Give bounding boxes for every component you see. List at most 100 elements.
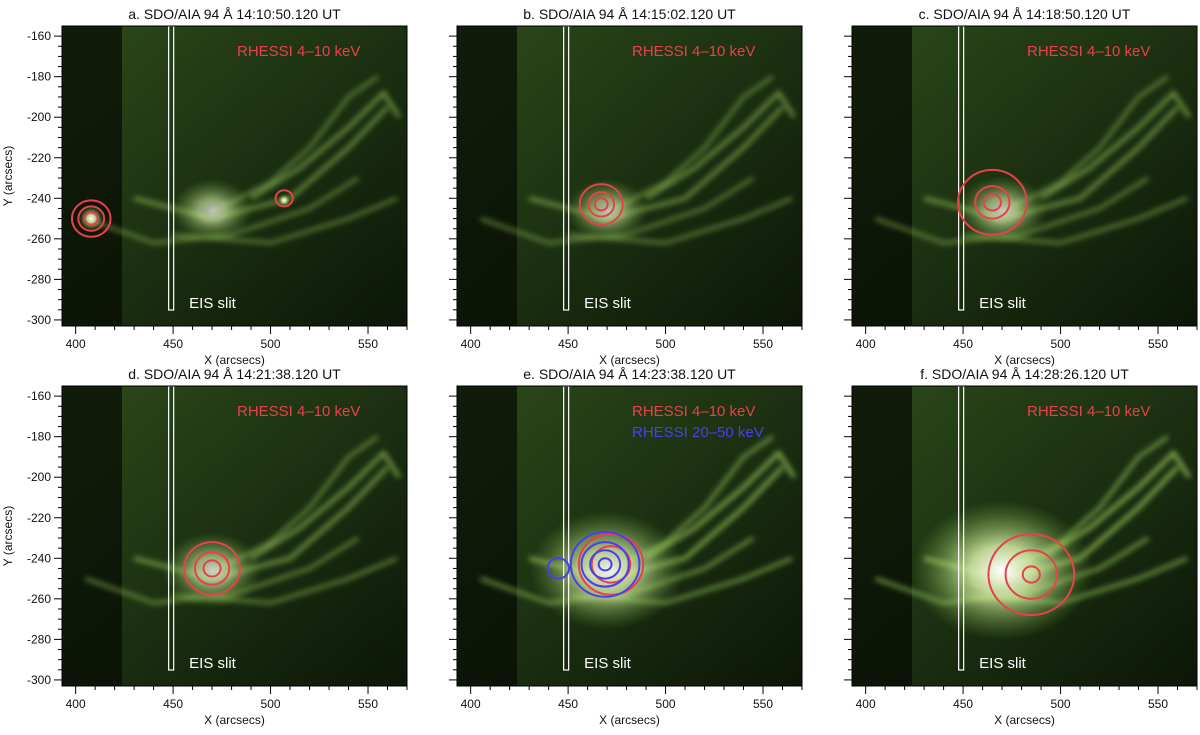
panel-frame	[851, 385, 1198, 687]
x-tick-label: 450	[163, 697, 183, 711]
panel-frame	[456, 385, 803, 687]
rhessi-4-10-contour	[593, 197, 609, 212]
eis-slit-label: EIS slit	[979, 655, 1027, 672]
y-tick-label: -260	[27, 592, 51, 606]
panel-f: EIS slit RHESSI 4–10 keV f. SDO/AIA 94 Å 1…	[844, 366, 1198, 727]
y-tick-label: -160	[27, 389, 51, 403]
coronal-loop	[645, 449, 796, 560]
panel-title: a. SDO/AIA 94 Å 14:10:50.120 UT	[128, 6, 341, 22]
coronal-loop	[606, 75, 774, 214]
x-tick-label: 400	[461, 337, 481, 351]
solar-image: EIS slit	[457, 386, 802, 686]
panel-title: d. SDO/AIA 94 Å 14:21:38.120 UT	[128, 366, 341, 382]
coronal-loop	[1001, 75, 1169, 214]
y-tick-label: -200	[27, 110, 51, 124]
eis-slit-marker	[958, 26, 965, 311]
x-tick-label: 450	[953, 337, 973, 351]
panel-frame	[456, 25, 803, 327]
rhessi-4-10-contour	[577, 532, 645, 596]
x-tick-label: 450	[558, 337, 578, 351]
rhessi-4-10-contour	[987, 532, 1076, 617]
y-tick-label: -180	[27, 430, 51, 444]
solar-image: EIS slit	[62, 26, 407, 326]
y-tick-label: -240	[27, 191, 51, 205]
coronal-loop	[250, 89, 401, 200]
panel-frame	[61, 385, 408, 687]
eis-slit-marker	[563, 26, 570, 311]
eis-slit-label: EIS slit	[979, 295, 1027, 312]
legend-entry: RHESSI 4–10 keV	[632, 403, 755, 420]
panel-title: c. SDO/AIA 94 Å 14:18:50.120 UT	[919, 6, 1131, 22]
x-tick-label: 550	[358, 337, 378, 351]
y-tick-label: -260	[27, 232, 51, 246]
rhessi-4-10-contour	[83, 211, 99, 226]
y-tick-label: -160	[27, 29, 51, 43]
coronal-loop	[645, 89, 796, 200]
x-axis-label: X (arcsecs)	[599, 353, 660, 367]
y-axis-label: Y (arcsecs)	[1, 506, 15, 566]
image-dark-left	[852, 26, 912, 326]
x-tick-label: 400	[66, 337, 86, 351]
source-glow	[79, 206, 104, 231]
rhessi-4-10-contour	[1004, 549, 1059, 600]
panel-e: EIS slit RHESSI 4–10 keV RHESSI 20–50 keV e…	[449, 366, 803, 727]
y-tick-label: -200	[27, 470, 51, 484]
panel-title: f. SDO/AIA 94 Å 14:28:26.120 UT	[920, 366, 1129, 382]
flare-kernel	[565, 178, 649, 243]
x-axis-label: X (arcsecs)	[204, 713, 265, 727]
panel-frame	[851, 25, 1198, 327]
legend-entry: RHESSI 4–10 keV	[237, 403, 360, 420]
legend-entry: RHESSI 20–50 keV	[632, 424, 764, 441]
image-dark-left	[62, 386, 122, 686]
x-tick-label: 500	[1051, 697, 1071, 711]
rhessi-4-10-contour	[193, 551, 231, 586]
flare-kernel	[956, 175, 1048, 246]
x-tick-label: 500	[261, 337, 281, 351]
x-tick-label: 550	[753, 697, 773, 711]
rhessi-4-10-contour	[274, 189, 294, 208]
image-dark-left	[457, 386, 517, 686]
x-tick-label: 500	[1051, 337, 1071, 351]
panel-title: b. SDO/AIA 94 Å 14:15:02.120 UT	[523, 6, 736, 22]
panel-a: EIS slit RHESSI 4–10 keV a. SDO/AIA 94 Å 1…	[1, 6, 408, 367]
rhessi-20-50-contour	[589, 549, 622, 580]
rhessi-4-10-contour	[202, 559, 222, 578]
legend-entry: RHESSI 4–10 keV	[1027, 43, 1150, 60]
eis-slit-marker	[168, 386, 175, 671]
legend-entry: RHESSI 4–10 keV	[1027, 403, 1150, 420]
solar-image: EIS slit	[852, 26, 1197, 326]
rhessi-20-50-contour	[597, 557, 613, 572]
y-tick-label: -180	[27, 70, 51, 84]
y-tick-label: -220	[27, 151, 51, 165]
panel-c: EIS slit RHESSI 4–10 keV c. SDO/AIA 94 Å 1…	[844, 6, 1198, 367]
rhessi-4-10-contour	[70, 199, 112, 238]
rhessi-20-50-contour	[569, 530, 641, 598]
rhessi-4-10-contour	[1021, 565, 1041, 584]
x-axis-label: X (arcsecs)	[994, 713, 1055, 727]
rhessi-4-10-contour	[590, 545, 632, 584]
rhessi-4-10-contour	[982, 193, 1002, 212]
x-tick-label: 450	[953, 697, 973, 711]
y-tick-label: -240	[27, 551, 51, 565]
image-dark-left	[852, 386, 912, 686]
panel-d: EIS slit RHESSI 4–10 keV d. SDO/AIA 94 Å 1…	[1, 366, 408, 727]
rhessi-4-10-contour	[77, 205, 106, 232]
x-axis-label: X (arcsecs)	[204, 353, 265, 367]
x-tick-label: 500	[656, 697, 676, 711]
coronal-loop	[1040, 89, 1191, 200]
x-tick-label: 500	[261, 697, 281, 711]
eis-slit-marker	[563, 386, 570, 671]
eis-slit-label: EIS slit	[584, 655, 632, 672]
rhessi-4-10-contour	[183, 541, 241, 596]
x-tick-label: 400	[856, 697, 876, 711]
image-dark-left	[62, 26, 122, 326]
eis-slit-marker	[168, 26, 175, 311]
y-tick-label: -300	[27, 313, 51, 327]
image-dark-left	[457, 26, 517, 326]
y-tick-label: -300	[27, 673, 51, 687]
x-tick-label: 500	[656, 337, 676, 351]
rhessi-20-50-contour	[580, 541, 630, 588]
solar-image: EIS slit	[62, 386, 407, 686]
